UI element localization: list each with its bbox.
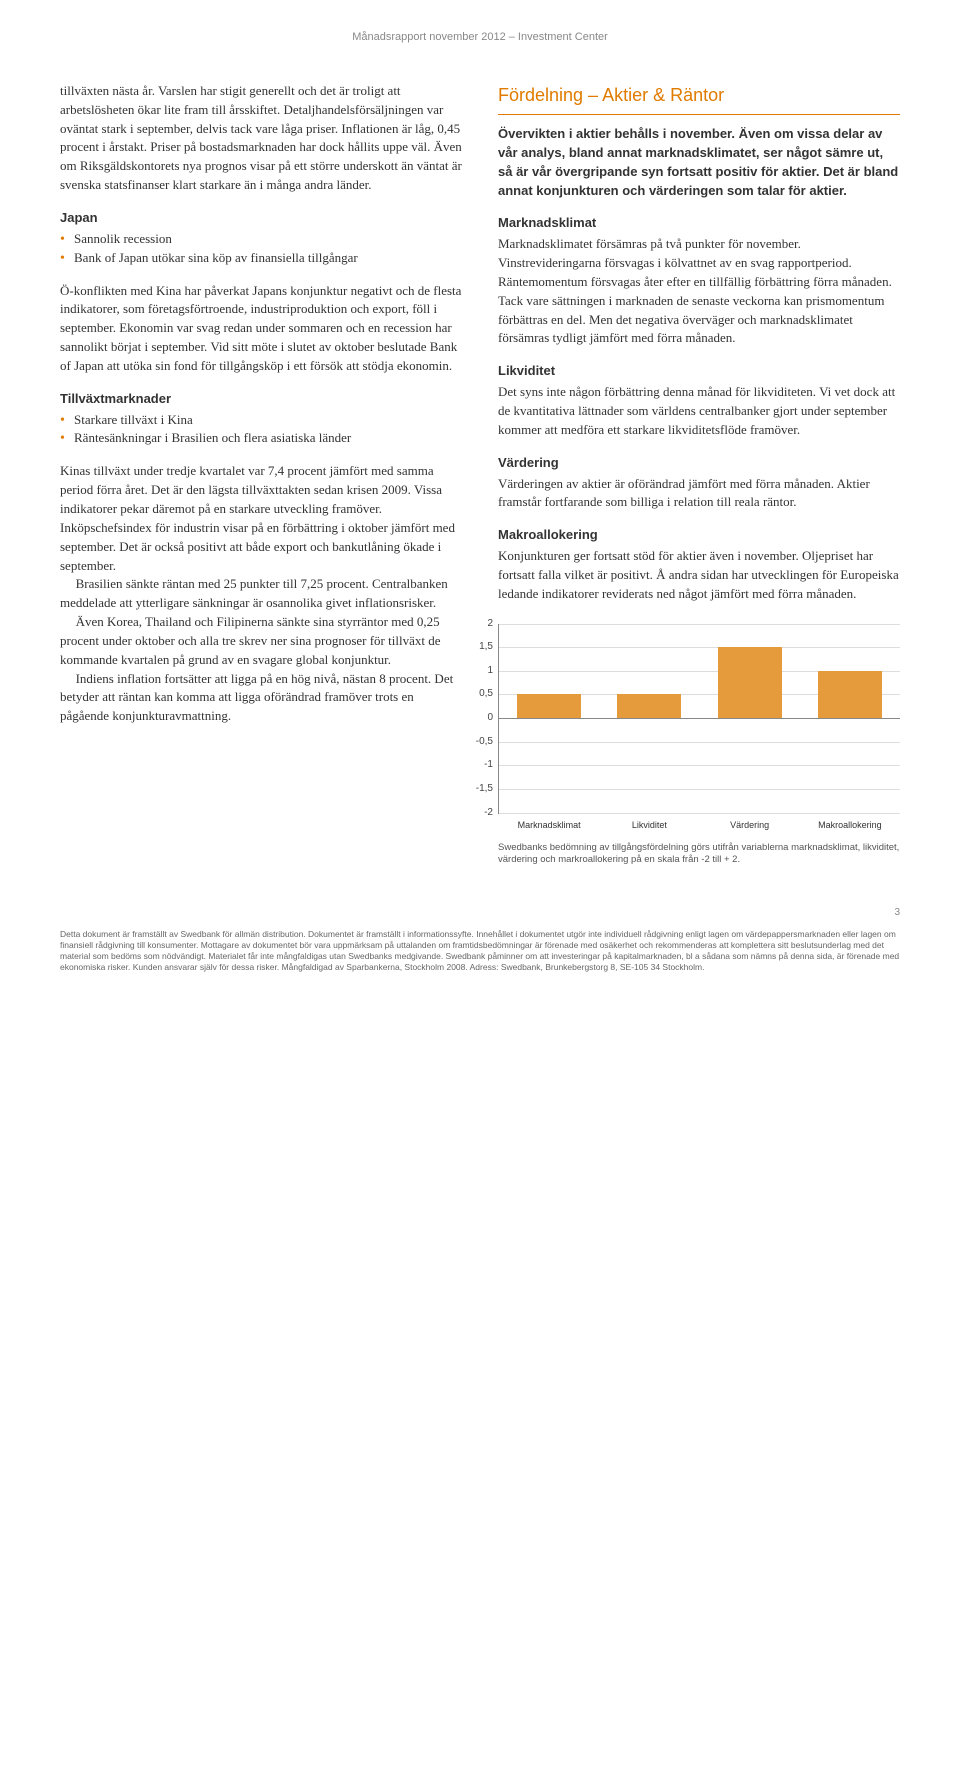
- likviditet-paragraph: Det syns inte någon förbättring denna må…: [498, 383, 900, 440]
- japan-paragraph: Ö-konflikten med Kina har påverkat Japan…: [60, 282, 462, 376]
- marknadsklimat-paragraph: Marknadsklimatet försämras på två punkte…: [498, 235, 900, 348]
- chart-caption: Swedbanks bedömning av tillgångsfördelni…: [498, 842, 900, 867]
- x-tick-label: Makroallokering: [800, 813, 900, 832]
- running-header: Månadsrapport november 2012 – Investment…: [60, 30, 900, 46]
- y-tick-label: -2: [484, 805, 499, 820]
- y-tick-label: -1: [484, 758, 499, 773]
- vardering-paragraph: Värderingen av aktier är oförändrad jämf…: [498, 475, 900, 513]
- bar: [517, 694, 581, 718]
- section-title: Fördelning – Aktier & Räntor: [498, 82, 900, 115]
- y-tick-label: 0,5: [479, 687, 499, 702]
- em-paragraph-1: Kinas tillväxt under tredje kvartalet va…: [60, 462, 462, 575]
- footnote-disclaimer: Detta dokument är framställt av Swedbank…: [60, 929, 900, 973]
- content-columns: tillväxten nästa år. Varslen har stigit …: [60, 82, 900, 866]
- y-tick-label: -0,5: [476, 734, 499, 749]
- x-tick-label: Marknadsklimat: [499, 813, 599, 832]
- makroallokering-heading: Makroallokering: [498, 526, 900, 545]
- em-paragraph-3: Även Korea, Thailand och Filipinerna sän…: [60, 613, 462, 670]
- list-item: Räntesänkningar i Brasilien och flera as…: [60, 429, 462, 448]
- list-item: Sannolik recession: [60, 230, 462, 249]
- y-tick-label: -1,5: [476, 782, 499, 797]
- lead-paragraph: Övervikten i aktier behålls i november. …: [498, 125, 900, 200]
- left-column: tillväxten nästa år. Varslen har stigit …: [60, 82, 462, 866]
- intro-paragraph: tillväxten nästa år. Varslen har stigit …: [60, 82, 462, 195]
- em-heading: Tillväxtmarknader: [60, 390, 462, 409]
- x-tick-label: Värdering: [700, 813, 800, 832]
- y-tick-label: 1,5: [479, 640, 499, 655]
- bar: [818, 671, 882, 718]
- em-paragraph-4: Indiens inflation fortsätter att ligga p…: [60, 670, 462, 727]
- makroallokering-paragraph: Konjunkturen ger fortsatt stöd för aktie…: [498, 547, 900, 604]
- y-tick-label: 1: [487, 664, 499, 679]
- japan-bullets: Sannolik recession Bank of Japan utökar …: [60, 230, 462, 268]
- likviditet-heading: Likviditet: [498, 362, 900, 381]
- em-paragraph-2: Brasilien sänkte räntan med 25 punkter t…: [60, 575, 462, 613]
- marknadsklimat-heading: Marknadsklimat: [498, 214, 900, 233]
- vardering-heading: Värdering: [498, 454, 900, 473]
- y-tick-label: 2: [487, 616, 499, 631]
- bar: [617, 694, 681, 718]
- japan-heading: Japan: [60, 209, 462, 228]
- list-item: Starkare tillväxt i Kina: [60, 411, 462, 430]
- x-tick-label: Likviditet: [599, 813, 699, 832]
- list-item: Bank of Japan utökar sina köp av finansi…: [60, 249, 462, 268]
- page-number: 3: [60, 906, 900, 921]
- em-bullets: Starkare tillväxt i Kina Räntesänkningar…: [60, 411, 462, 449]
- y-tick-label: 0: [487, 711, 499, 726]
- bar: [718, 647, 782, 718]
- bar-chart: 21,510,50-0,5-1-1,5-2MarknadsklimatLikvi…: [498, 624, 900, 814]
- right-column: Fördelning – Aktier & Räntor Övervikten …: [498, 82, 900, 866]
- chart-container: 21,510,50-0,5-1-1,5-2MarknadsklimatLikvi…: [498, 624, 900, 814]
